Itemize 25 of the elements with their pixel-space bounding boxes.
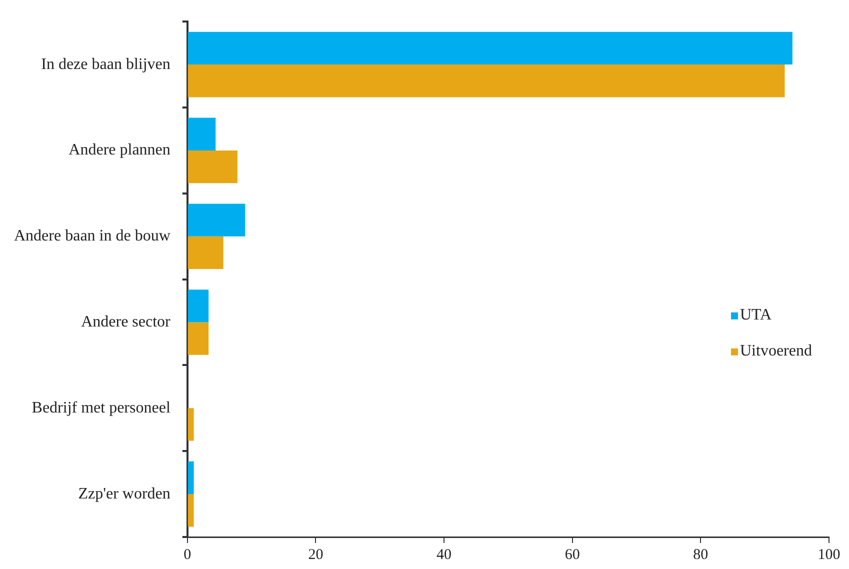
bar xyxy=(188,150,238,184)
bar xyxy=(188,408,194,441)
bar xyxy=(188,118,216,150)
bar xyxy=(188,32,792,65)
x-tick-label: 0 xyxy=(184,546,192,563)
x-tick-label: 60 xyxy=(564,546,580,563)
bar xyxy=(188,461,194,494)
y-tick-label: Andere baan in de bouw xyxy=(14,228,171,245)
bar xyxy=(188,290,209,322)
bar xyxy=(188,204,246,236)
x-tick-label: 100 xyxy=(818,546,840,563)
x-tick-label: 20 xyxy=(308,546,324,563)
bar xyxy=(188,64,785,98)
y-tick-label: Zzp'er worden xyxy=(78,485,170,502)
legend-label: Uitvoerend xyxy=(740,342,812,360)
bar xyxy=(188,322,209,355)
y-tick-label: In deze baan blijven xyxy=(41,56,170,73)
x-tick-label: 80 xyxy=(693,546,708,563)
y-tick-label: Andere plannen xyxy=(68,142,170,159)
y-tick-label: Andere sector xyxy=(81,313,172,330)
y-tick-label: Bedrijf met personeel xyxy=(32,399,171,416)
x-tick-label: 40 xyxy=(436,546,452,563)
bar xyxy=(188,494,194,527)
legend-label: UTA xyxy=(740,306,772,324)
bar xyxy=(188,236,224,269)
